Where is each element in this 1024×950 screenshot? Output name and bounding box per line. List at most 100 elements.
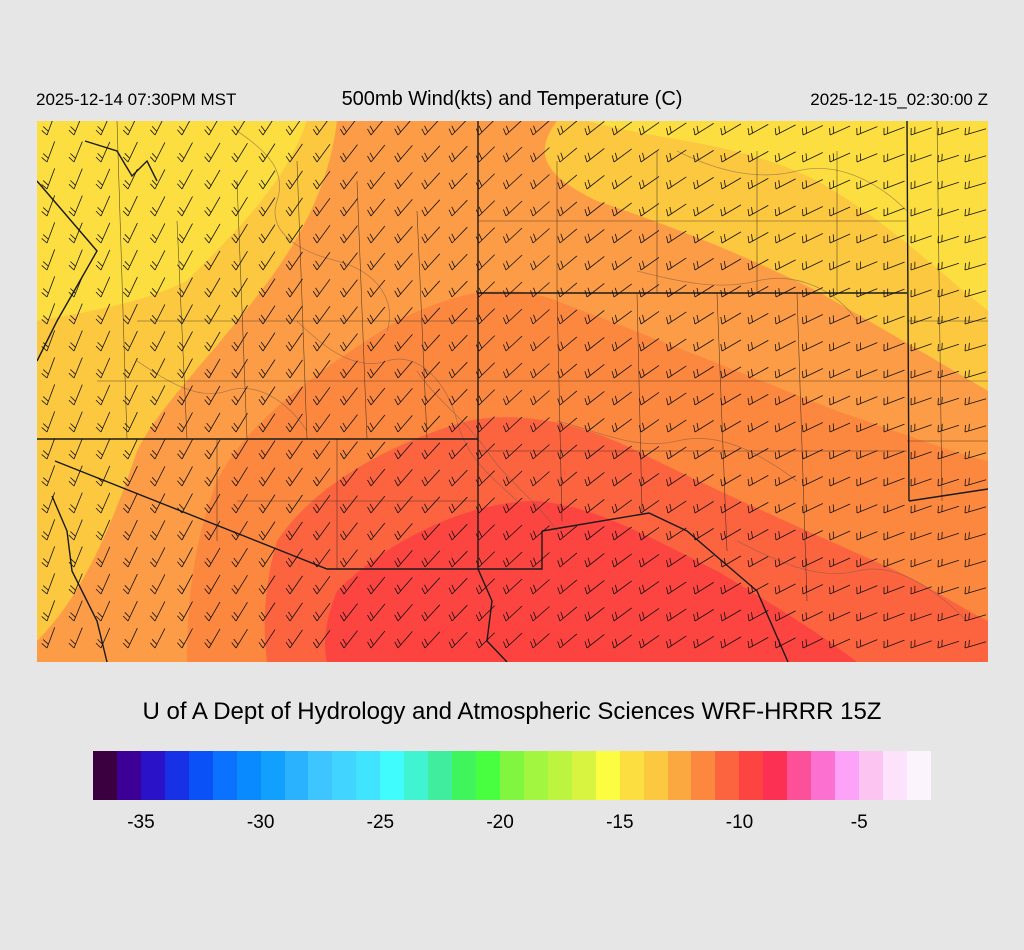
wind-barb xyxy=(339,121,356,136)
wind-barb xyxy=(693,204,714,217)
wind-barb xyxy=(883,477,905,487)
wind-barb xyxy=(638,473,660,487)
wind-barb xyxy=(122,465,138,487)
wind-barb xyxy=(720,528,742,541)
wind-barb xyxy=(964,126,987,136)
wind-barb xyxy=(530,363,550,379)
wind-barb xyxy=(611,445,632,460)
wind-barb xyxy=(68,465,83,487)
wind-barb xyxy=(177,331,193,352)
wind-barb xyxy=(68,519,83,541)
wind-barb xyxy=(177,520,193,541)
wind-barb xyxy=(122,627,138,649)
wind-barb xyxy=(937,261,960,271)
wind-barb xyxy=(150,412,166,433)
wind-barb xyxy=(638,257,660,271)
wind-barb xyxy=(367,306,386,325)
wind-barb xyxy=(258,332,276,352)
wind-barb xyxy=(312,143,331,163)
wind-barb xyxy=(720,204,742,217)
wind-barb xyxy=(41,573,56,595)
wind-barb xyxy=(122,195,138,217)
wind-barb xyxy=(41,627,56,649)
wind-barb xyxy=(475,578,495,595)
wind-barb xyxy=(666,122,687,136)
wind-barb xyxy=(693,636,714,649)
model-credit: U of A Dept of Hydrology and Atmospheric… xyxy=(142,698,882,725)
wind-barb xyxy=(122,168,138,190)
wind-barb xyxy=(177,250,193,271)
wind-barb xyxy=(231,628,248,649)
wind-barb xyxy=(666,203,687,217)
wind-barb xyxy=(693,420,714,433)
wind-barb xyxy=(802,260,823,271)
wind-barb xyxy=(638,527,660,541)
wind-barb xyxy=(693,609,714,622)
wind-barb xyxy=(747,583,769,595)
wind-barb xyxy=(448,334,468,352)
state-border-nm-tx-east xyxy=(906,121,910,502)
wind-barb xyxy=(68,384,83,406)
colorbar-swatch xyxy=(787,751,812,800)
wind-barb xyxy=(747,178,769,190)
wind-barb xyxy=(150,520,166,541)
wind-barb xyxy=(258,440,276,460)
wind-barb xyxy=(747,205,769,217)
wind-barb xyxy=(937,315,960,325)
terrain-contour xyxy=(676,150,908,212)
wind-barb xyxy=(557,525,578,541)
wind-barb xyxy=(475,443,495,460)
wind-barb xyxy=(693,528,714,541)
temperature-band-yellow-west xyxy=(37,121,307,321)
wind-barb xyxy=(611,256,632,271)
colorbar-swatch xyxy=(452,751,476,800)
wind-barb xyxy=(68,222,83,244)
wind-barb xyxy=(856,153,878,163)
wind-barb xyxy=(339,252,358,271)
wind-barb xyxy=(394,199,413,217)
wind-barb xyxy=(937,558,960,568)
wind-barb xyxy=(910,423,932,433)
wind-barb xyxy=(910,639,932,649)
wind-barb xyxy=(964,207,987,217)
wind-barb xyxy=(829,341,851,352)
wind-barb xyxy=(394,307,413,325)
wind-barb xyxy=(937,423,960,433)
wind-barb xyxy=(503,605,523,622)
wind-barb xyxy=(204,121,218,136)
wind-barb xyxy=(339,198,358,217)
wind-barb xyxy=(747,340,769,352)
wind-barb xyxy=(557,309,578,325)
wind-barb xyxy=(95,519,111,541)
wind-barb xyxy=(285,521,303,541)
wind-barb xyxy=(475,389,495,406)
wind-barb xyxy=(312,278,331,298)
wind-barb xyxy=(475,524,495,541)
wind-barb xyxy=(611,553,632,568)
wind-barb xyxy=(693,447,714,460)
wind-barb xyxy=(448,361,468,379)
wind-barb xyxy=(150,439,166,460)
wind-barb xyxy=(312,251,331,271)
wind-barb xyxy=(150,142,166,163)
wind-barb xyxy=(774,421,796,433)
terrain-contour xyxy=(556,420,798,482)
wind-barb xyxy=(557,363,578,379)
wind-barb xyxy=(802,368,823,379)
wind-barb xyxy=(448,121,467,136)
wind-barb xyxy=(448,523,468,541)
wind-barb xyxy=(367,279,386,298)
wind-barb xyxy=(666,257,687,271)
wind-barb xyxy=(475,362,495,379)
wind-barb xyxy=(475,632,495,649)
wind-barb xyxy=(95,411,111,433)
colorbar-tick-label: -5 xyxy=(850,812,868,833)
wind-barb xyxy=(802,611,823,622)
wind-barb xyxy=(584,229,605,244)
temperature-band-yellow-northeast xyxy=(587,121,988,311)
wind-barb xyxy=(584,418,605,433)
wind-barb xyxy=(720,123,742,136)
wind-barb xyxy=(937,126,960,136)
wind-barb xyxy=(122,121,136,136)
wind-barb xyxy=(747,232,769,244)
